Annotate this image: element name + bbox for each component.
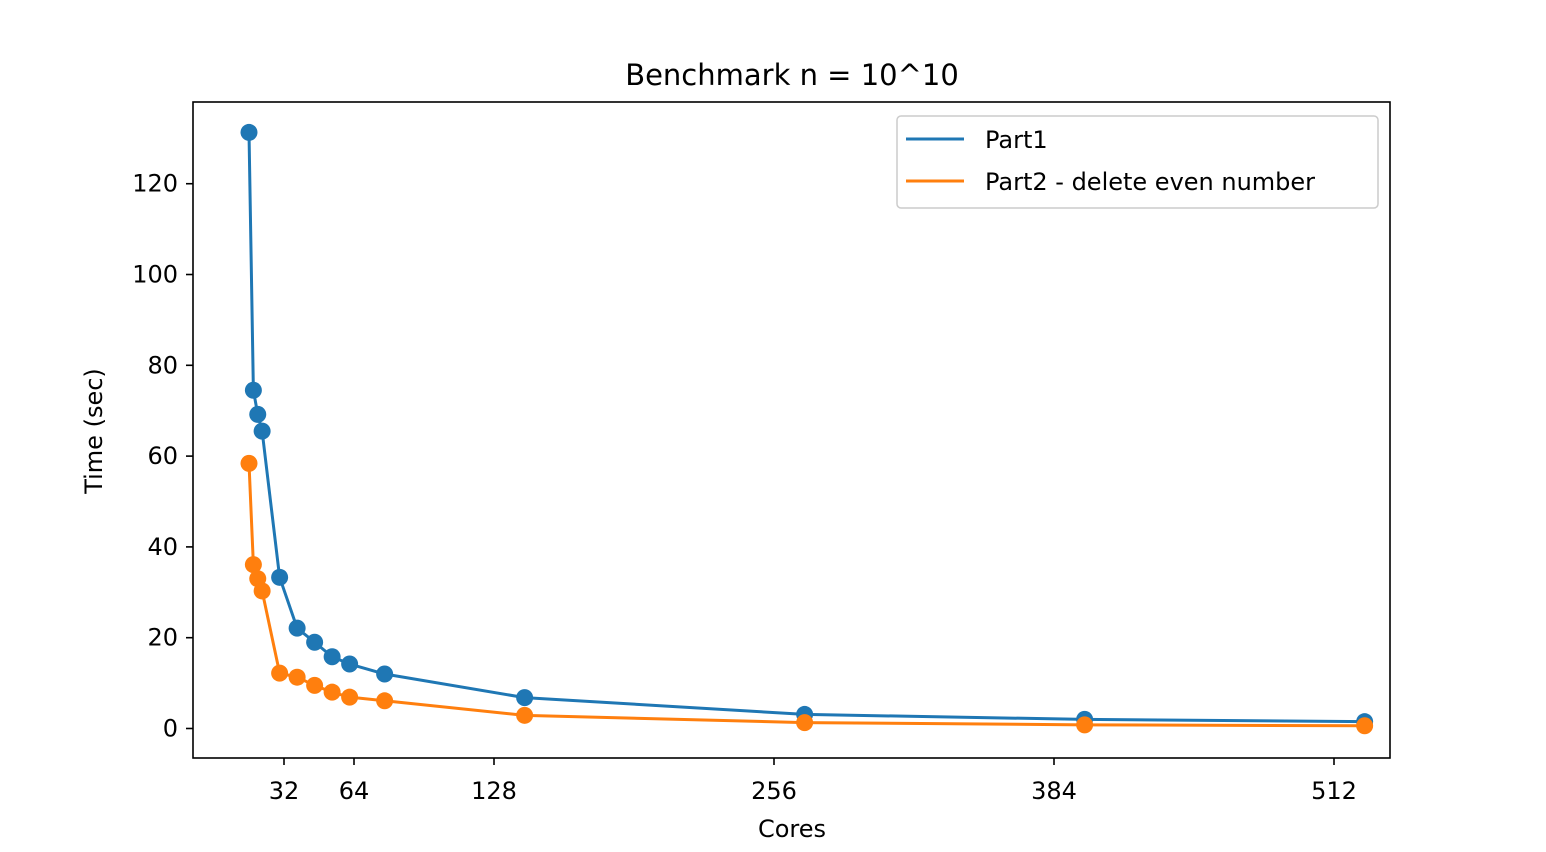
y-tick-label: 120 — [132, 170, 178, 198]
axis-ticks: 32 64 128 256 384 512 0 20 40 60 80 100 120 — [132, 170, 1357, 805]
series-2-point — [253, 582, 271, 600]
series-2-point — [1076, 716, 1094, 734]
series-2-point — [240, 454, 258, 472]
series-1-point — [249, 405, 267, 423]
series-1-point — [288, 619, 306, 637]
series-1-point — [306, 633, 324, 651]
legend-box — [896, 115, 1379, 209]
series-2-point — [271, 664, 289, 682]
plot-area — [240, 123, 1374, 735]
series-2-point — [341, 688, 359, 706]
plot-frame — [192, 101, 1391, 759]
series-1-point — [244, 381, 262, 399]
series-2-point — [288, 668, 306, 686]
x-axis-label: Cores — [758, 815, 826, 843]
series-1-point — [253, 422, 271, 440]
y-tick-label: 60 — [147, 442, 178, 470]
series-2-point — [796, 714, 814, 732]
series-2-point — [516, 706, 534, 724]
legend: Part1 Part2 - delete even number — [896, 115, 1379, 209]
series-line-1 — [247, 130, 1367, 724]
y-tick-label: 40 — [147, 533, 178, 561]
series-1-point — [516, 689, 534, 707]
y-tick-label: 20 — [147, 624, 178, 652]
series-line-2 — [247, 461, 1367, 728]
x-tick-label: 384 — [1031, 777, 1077, 805]
y-axis-label: Time (sec) — [80, 368, 108, 495]
series-2-point — [244, 556, 262, 574]
legend-label-1: Part1 — [985, 126, 1048, 154]
series-1-point — [271, 568, 289, 586]
series-1-point — [376, 665, 394, 683]
y-tick-label: 80 — [147, 351, 178, 379]
y-tick-label: 0 — [163, 714, 178, 742]
chart-title: Benchmark n = 10^10 — [625, 58, 959, 92]
series-2-point — [1356, 717, 1374, 735]
x-tick-label: 128 — [471, 777, 517, 805]
series-1-point — [240, 123, 258, 141]
x-tick-label: 512 — [1311, 777, 1357, 805]
x-tick-label: 32 — [269, 777, 300, 805]
y-tick-label: 100 — [132, 261, 178, 289]
series-2-point — [323, 683, 341, 701]
legend-label-2: Part2 - delete even number — [985, 168, 1315, 196]
series-1-point — [341, 655, 359, 673]
series-2-point — [306, 676, 324, 694]
x-tick-label: 256 — [751, 777, 797, 805]
series-2-point — [376, 692, 394, 710]
series-1-point — [323, 648, 341, 666]
x-tick-label: 64 — [339, 777, 370, 805]
